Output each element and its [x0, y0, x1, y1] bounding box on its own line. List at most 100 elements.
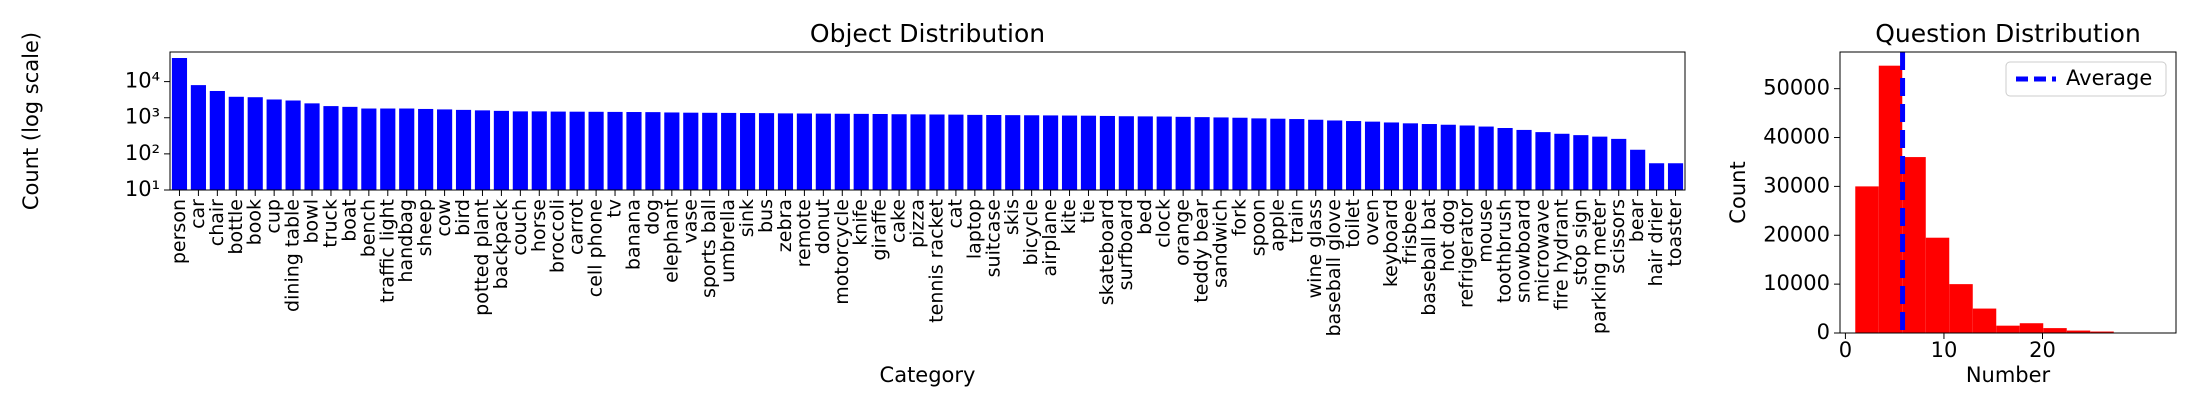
bar — [1497, 128, 1513, 190]
y-tick-label: 10¹ — [125, 177, 160, 201]
x-tick-label: knife — [850, 199, 872, 246]
x-tick-label: dog — [641, 199, 663, 235]
bar — [437, 109, 453, 190]
x-tick-label: traffic light — [376, 199, 398, 303]
bar — [550, 111, 566, 190]
x-tick-label: couch — [509, 199, 531, 256]
x-tick-label: person — [168, 199, 190, 264]
x-tick-label: cow — [433, 199, 455, 237]
x-tick-label: apple — [1266, 199, 1288, 252]
x-tick-label: cup — [263, 199, 285, 234]
x-tick-label: bed — [1134, 199, 1156, 235]
x-tick-label: chair — [206, 199, 228, 246]
x-tick-label: book — [244, 199, 266, 245]
x-tick-label: bus — [755, 199, 777, 233]
x-tick-label: keyboard — [1380, 199, 1402, 287]
bar — [758, 113, 775, 190]
x-tick-label: bowl — [301, 199, 323, 244]
bar — [209, 90, 225, 190]
bar — [1308, 119, 1324, 190]
x-tick-label: donut — [812, 199, 834, 254]
x-tick-label: toothbrush — [1494, 199, 1516, 303]
bar — [1061, 115, 1078, 190]
bar — [967, 114, 983, 190]
bar — [1175, 116, 1191, 190]
y-tick-label: 10³ — [125, 105, 160, 129]
histogram-bar — [1972, 308, 1997, 333]
histogram-bar — [1855, 186, 1879, 333]
x-tick-label: tie — [1077, 199, 1099, 223]
bar — [721, 112, 737, 190]
bar — [986, 115, 1002, 190]
x-tick-label: cell phone — [585, 199, 607, 297]
x-tick-label: motorcycle — [831, 199, 853, 305]
x-tick-label: fire hydrant — [1550, 199, 1572, 310]
x-tick-label: microwave — [1531, 199, 1553, 302]
legend-label: Average — [2066, 66, 2152, 90]
bar — [607, 111, 623, 190]
bar — [247, 97, 263, 190]
x-tick-label: skateboard — [1096, 199, 1118, 305]
y-axis-label: Count — [1726, 161, 1750, 223]
x-tick-label: handbag — [395, 199, 417, 283]
x-axis-label: Number — [1966, 363, 2051, 387]
bar — [872, 113, 888, 190]
bar — [1137, 116, 1153, 190]
x-tick-label: airplane — [1039, 199, 1061, 276]
bar — [702, 112, 718, 190]
bar — [455, 109, 472, 190]
bar — [361, 108, 377, 190]
x-tick-label: truck — [319, 199, 341, 248]
y-tick-label: 10² — [125, 141, 160, 165]
x-tick-label: toaster — [1664, 199, 1686, 267]
x-tick-label: cat — [944, 199, 966, 229]
bar — [1232, 117, 1248, 190]
bar — [1099, 115, 1115, 190]
bar — [512, 111, 528, 190]
bar — [1346, 121, 1362, 190]
bar — [834, 113, 850, 190]
bar — [588, 111, 604, 190]
bar — [815, 113, 831, 190]
x-tick-label: 0 — [1839, 338, 1852, 362]
x-tick-label: stop sign — [1569, 199, 1591, 285]
x-tick-label: carrot — [566, 199, 588, 255]
x-tick-label: backpack — [490, 199, 512, 289]
bar — [1611, 138, 1627, 190]
x-tick-label: orange — [1172, 199, 1194, 266]
x-tick-label: oven — [1361, 199, 1383, 246]
x-tick-label: bear — [1626, 199, 1648, 242]
x-tick-label: sports ball — [698, 199, 720, 298]
bar — [1043, 115, 1059, 190]
bar — [493, 110, 509, 190]
x-tick-label: wine glass — [1304, 199, 1326, 298]
bar — [1080, 115, 1097, 190]
x-tick-label: spoon — [1247, 199, 1269, 256]
x-tick-label: toilet — [1342, 199, 1364, 248]
bar — [910, 114, 926, 190]
bar — [228, 96, 244, 190]
bar — [285, 100, 301, 190]
bar — [929, 114, 945, 190]
bar — [1573, 135, 1589, 190]
x-tick-label: clock — [1153, 199, 1175, 248]
bar — [1459, 125, 1475, 190]
chart-title: Object Distribution — [810, 19, 1045, 48]
histogram-bar — [2090, 331, 2114, 333]
x-tick-label: mouse — [1475, 199, 1497, 263]
bar — [1289, 119, 1305, 190]
bar — [1554, 133, 1570, 190]
x-tick-label: bird — [452, 199, 474, 236]
bar — [304, 103, 320, 190]
histogram-bar — [2019, 323, 2044, 333]
y-tick-label: 30000 — [1763, 173, 1830, 197]
x-tick-label: parking meter — [1588, 199, 1610, 334]
bar — [645, 112, 661, 190]
bar — [1005, 115, 1021, 190]
bar — [1630, 149, 1646, 190]
x-tick-label: surfboard — [1115, 199, 1137, 290]
histogram-bar — [1925, 237, 1950, 333]
bar — [1156, 116, 1172, 190]
bar — [777, 113, 794, 190]
